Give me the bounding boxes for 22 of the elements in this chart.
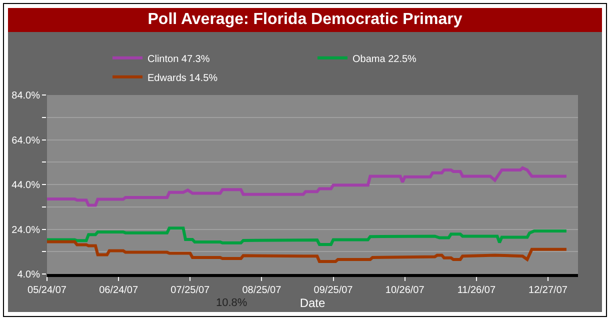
y-tick-label: 24.0% bbox=[12, 224, 40, 236]
chart-title: Poll Average: Florida Democratic Primary bbox=[8, 8, 602, 32]
y-tick-label: 84.0% bbox=[12, 90, 40, 102]
legend-label: Clinton 47.3% bbox=[148, 54, 210, 65]
x-tick-label: 10/26/07 bbox=[385, 285, 425, 296]
x-axis-title: Date bbox=[300, 296, 326, 310]
y-tick-label: 64.0% bbox=[12, 135, 40, 146]
legend-label: Obama 22.5% bbox=[352, 54, 417, 65]
x-tick-label: 11/26/07 bbox=[457, 285, 496, 296]
x-tick-label: 05/24/07 bbox=[28, 285, 67, 296]
x-tick-label: 06/24/07 bbox=[99, 285, 138, 296]
text: 10.8% bbox=[216, 297, 248, 309]
x-tick-label: 09/25/07 bbox=[314, 285, 354, 296]
x-tick-label: 12/27/07 bbox=[528, 285, 568, 296]
y-tick-label: 4.0% bbox=[17, 270, 40, 280]
line-series bbox=[47, 226, 568, 246]
x-tick-label: 07/25/07 bbox=[170, 285, 210, 296]
legend-label: Edwards 14.5% bbox=[148, 72, 218, 84]
line-series bbox=[47, 166, 568, 207]
line-series bbox=[47, 240, 568, 263]
x-tick-label: 08/25/07 bbox=[242, 285, 282, 296]
y-tick-label: 44.0% bbox=[12, 180, 40, 191]
